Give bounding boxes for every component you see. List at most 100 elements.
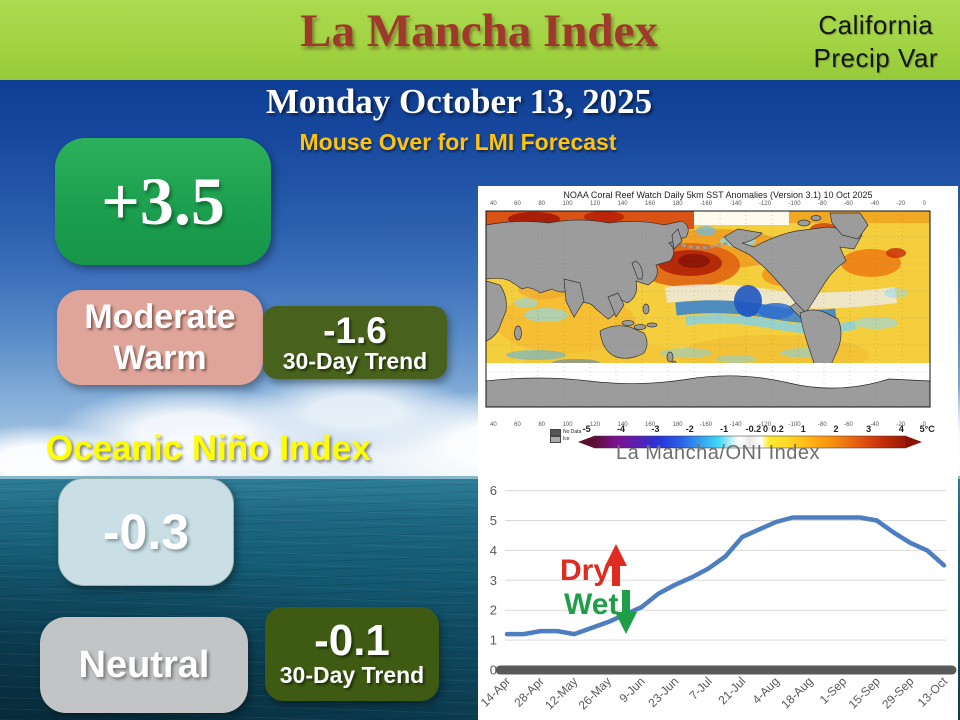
ice-label: Ice [563, 436, 570, 442]
corner-line2: Precip Var [813, 42, 938, 73]
lon-label: -120 [759, 201, 772, 207]
lon-label: 160 [645, 201, 656, 207]
lon-label: 0 [922, 422, 926, 428]
colorbar-tick: 3 [866, 424, 872, 434]
lmi-status-box: Moderate Warm [57, 290, 263, 385]
lon-label: 120 [590, 201, 601, 207]
oni-heading: Oceanic Niño Index [46, 429, 371, 468]
lon-label: -160 [700, 422, 713, 428]
lmi-value-box[interactable]: +3.5 [55, 138, 271, 265]
lon-label: 0 [922, 201, 926, 207]
hover-hint: Mouse Over for LMI Forecast [299, 129, 617, 155]
colorbar-tick: -2 [685, 424, 694, 434]
sst-map-title: NOAA Coral Reef Watch Daily 5km SST Anom… [563, 190, 873, 200]
no-data-label: No Data [563, 429, 582, 435]
lon-label: 40 [490, 422, 497, 428]
lmi-status-line2: Warm [113, 338, 207, 377]
lon-label: 100 [562, 422, 573, 428]
oni-trend-label: 30-Day Trend [279, 662, 425, 689]
dry-up-arrow-icon [605, 544, 627, 586]
svg-text:9-Jun: 9-Jun [616, 674, 647, 705]
lon-label: -140 [729, 422, 742, 428]
svg-text:26-May: 26-May [576, 674, 614, 712]
oni-trend-value: -0.1 [314, 616, 390, 666]
lon-label: 160 [645, 422, 656, 428]
svg-text:2: 2 [490, 603, 497, 618]
svg-text:12-May: 12-May [542, 674, 580, 712]
page-title: La Mancha Index [300, 5, 658, 57]
wet-label: Wet [564, 588, 618, 621]
lon-label: 140 [617, 201, 628, 207]
lmi-trend-box: -1.6 30-Day Trend [263, 306, 447, 379]
lon-label: -40 [870, 201, 879, 207]
svg-text:0: 0 [490, 663, 497, 678]
lon-label: -60 [844, 201, 853, 207]
colorbar-tick: 0 [762, 424, 768, 434]
svg-text:13-Oct: 13-Oct [915, 674, 951, 710]
ice-swatch [550, 436, 561, 443]
lon-label: 80 [538, 201, 546, 207]
colorbar-tick: -1 [720, 424, 729, 434]
svg-text:18-Aug: 18-Aug [778, 674, 815, 711]
lon-label: -20 [896, 201, 906, 207]
svg-text:4-Aug: 4-Aug [749, 674, 782, 707]
map-longitude-labels-bottom: 40 60 80 100 120 140 160 180 -160 -140 -120 -100 -80… [490, 422, 926, 428]
dry-label: Dry [560, 554, 610, 587]
lon-label: -160 [700, 201, 713, 207]
colorbar-tick: 2 [833, 424, 839, 434]
corner-label: California Precip Var [814, 9, 938, 74]
svg-text:29-Sep: 29-Sep [879, 674, 916, 711]
lon-label: 60 [514, 201, 521, 207]
colorbar-tick: -3 [651, 424, 660, 434]
colorbar-tick: 5°C [919, 424, 935, 434]
colorbar-tick: -5 [582, 424, 591, 434]
svg-text:7-Jul: 7-Jul [687, 674, 715, 702]
oni-trend-box: -0.1 30-Day Trend [265, 607, 439, 701]
lon-label: -140 [729, 201, 742, 207]
map-longitude-labels-top: 40 60 80 100 120 140 160 180 -160 -140 -120 -100 -80… [490, 201, 926, 207]
svg-text:4: 4 [490, 543, 497, 558]
lon-label: -60 [844, 422, 853, 428]
colorbar-tick: 1 [800, 424, 806, 434]
lon-label: 180 [672, 422, 683, 428]
svg-text:6: 6 [490, 483, 497, 498]
svg-text:28-Apr: 28-Apr [511, 674, 546, 709]
header-band [0, 0, 960, 80]
lon-label: -100 [788, 422, 801, 428]
oni-value-box[interactable]: -0.3 [58, 478, 234, 586]
colorbar-tick: 0.2 [771, 424, 784, 434]
no-data-swatch [550, 429, 561, 436]
svg-text:3: 3 [490, 573, 497, 588]
lon-label: 100 [562, 201, 573, 207]
colorbar-gradient [578, 435, 922, 449]
lmi-trend-value: -1.6 [323, 309, 387, 351]
svg-text:14-Apr: 14-Apr [478, 674, 513, 709]
forecast-panel: NOAA Coral Reef Watch Daily 5km SST Anom… [478, 186, 958, 720]
colorbar-tick: -0.2 [745, 424, 762, 434]
oni-status-box: Neutral [40, 617, 248, 713]
lon-label: 40 [490, 201, 497, 207]
colorbar: -5 -4 -3 -2 -1 -0.2 0 0.2 1 2 3 4 5°C [578, 424, 935, 455]
lmi-trend-label: 30-Day Trend [282, 347, 428, 374]
svg-text:5: 5 [490, 513, 497, 528]
wet-down-arrow-icon [615, 590, 637, 634]
lmi-status-line1: Moderate [84, 298, 236, 337]
svg-text:15-Sep: 15-Sep [846, 674, 883, 711]
lon-label: 140 [617, 422, 628, 428]
lon-label: -100 [788, 201, 801, 207]
colorbar-tick: 4 [898, 424, 904, 434]
trend-line [504, 515, 947, 637]
lon-label: 80 [538, 422, 546, 428]
lon-label: 60 [514, 422, 521, 428]
chart-title: La Mancha/ONI Index [615, 442, 821, 464]
lon-label: 120 [590, 422, 601, 428]
date-line: Monday October 13, 2025 [265, 82, 653, 121]
lmi-value: +3.5 [101, 163, 225, 239]
lon-label: -40 [870, 422, 879, 428]
lon-label: -80 [818, 201, 827, 207]
lon-label: -120 [759, 422, 772, 428]
corner-line1: California [818, 10, 934, 40]
oni-status: Neutral [78, 643, 210, 686]
